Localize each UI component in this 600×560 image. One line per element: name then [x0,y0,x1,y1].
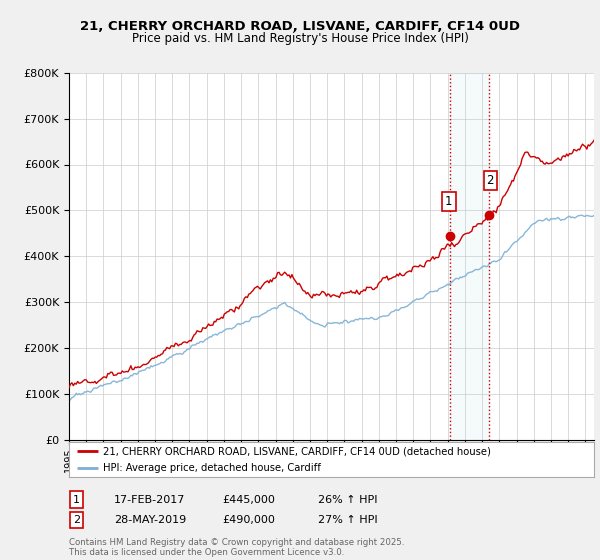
Bar [450,73,490,440]
Text: HPI: Average price, detached house, Cardiff: HPI: Average price, detached house, Card… [103,464,321,473]
Text: 2: 2 [73,515,80,525]
Text: 1: 1 [73,494,80,505]
Text: £490,000: £490,000 [222,515,275,525]
Text: 17-FEB-2017: 17-FEB-2017 [114,494,185,505]
Text: 27% ↑ HPI: 27% ↑ HPI [318,515,377,525]
Text: Price paid vs. HM Land Registry's House Price Index (HPI): Price paid vs. HM Land Registry's House … [131,32,469,45]
Text: 1: 1 [445,195,452,208]
Text: 28-MAY-2019: 28-MAY-2019 [114,515,186,525]
Text: 26% ↑ HPI: 26% ↑ HPI [318,494,377,505]
Text: 21, CHERRY ORCHARD ROAD, LISVANE, CARDIFF, CF14 0UD (detached house): 21, CHERRY ORCHARD ROAD, LISVANE, CARDIF… [103,446,491,456]
Text: £445,000: £445,000 [222,494,275,505]
Text: Contains HM Land Registry data © Crown copyright and database right 2025.
This d: Contains HM Land Registry data © Crown c… [69,538,404,557]
Text: 21, CHERRY ORCHARD ROAD, LISVANE, CARDIFF, CF14 0UD: 21, CHERRY ORCHARD ROAD, LISVANE, CARDIF… [80,20,520,32]
Text: 2: 2 [487,174,494,187]
